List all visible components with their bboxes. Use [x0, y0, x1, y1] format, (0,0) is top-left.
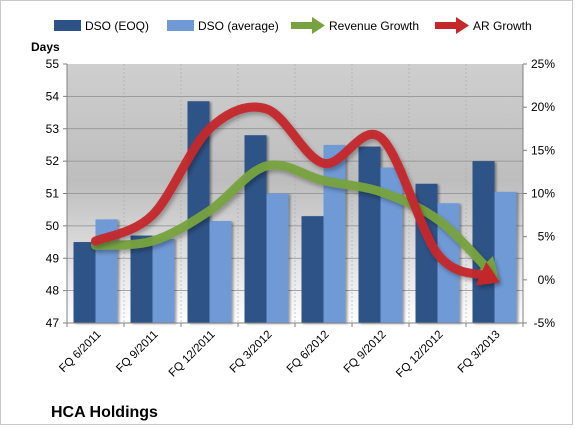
legend-label-dso-average: DSO (average): [198, 19, 279, 33]
y-axis-title: Days: [31, 40, 60, 54]
y-tick-label: 51: [46, 187, 60, 201]
y-tick-label: 52: [46, 154, 60, 168]
legend-swatch-dso-average: [167, 20, 194, 31]
y2-tick-label: 20%: [531, 100, 555, 114]
line-arrowhead: [475, 262, 500, 286]
bar-dso-eoq: [73, 242, 96, 323]
y-tick-label: 48: [46, 284, 60, 298]
y2-tick-label: 0%: [538, 273, 556, 287]
legend-label-ar-growth: AR Growth: [473, 19, 532, 33]
line-path: [91, 102, 491, 281]
y-tick-label: 49: [46, 251, 60, 265]
legend-arrow-ar-growth: [435, 17, 469, 34]
x-tick-label: FQ 9/2011: [114, 329, 160, 375]
bar-dso-eoq: [301, 216, 324, 323]
line-ar-growth: [91, 102, 500, 286]
y-tick-label: 55: [46, 57, 60, 71]
y-tick-label: 47: [46, 316, 60, 330]
legend-arrow-revenue-growth: [291, 17, 325, 34]
bar-dso-eoq: [358, 146, 381, 323]
bar-dso-average: [266, 193, 289, 323]
line-path: [91, 160, 493, 274]
bar-dso-average: [494, 191, 517, 323]
legend-swatch-dso-eoq: [54, 20, 81, 31]
x-tick-label: FQ 9/2012: [342, 329, 389, 376]
bar-dso-average: [323, 144, 346, 323]
y2-tick-label: 10%: [531, 187, 555, 201]
bar-dso-eoq: [244, 135, 267, 323]
legend: DSO (EOQ) DSO (average) Revenue Growth A…: [54, 17, 532, 34]
x-tick-label: FQ 6/2011: [57, 329, 103, 375]
bar-dso-average: [152, 238, 175, 323]
legend-label-revenue-growth: Revenue Growth: [329, 19, 419, 33]
company-title: HCA Holdings: [51, 404, 158, 421]
bar-dso-average: [209, 221, 232, 323]
y2-tick-label: -5%: [534, 316, 556, 330]
bar-dso-average: [380, 167, 403, 323]
y-tick-label: 54: [46, 89, 60, 103]
line-series: [91, 102, 500, 286]
bar-dso-eoq: [130, 235, 153, 323]
x-tick-label: FQ 6/2012: [285, 329, 332, 376]
y2-tick-label: 15%: [531, 143, 555, 157]
y-tick-label: 50: [46, 219, 60, 233]
bar-dso-eoq: [472, 161, 495, 323]
y-tick-label: 53: [46, 122, 60, 136]
y2-tick-label: 25%: [531, 57, 555, 71]
y2-tick-label: 5%: [538, 230, 556, 244]
x-tick-label: FQ 12/2012: [394, 329, 445, 380]
x-tick-label: FQ 3/2013: [456, 329, 503, 376]
x-tick-label: FQ 12/2011: [167, 329, 218, 380]
x-tick-label: FQ 3/2012: [228, 329, 275, 376]
legend-label-dso-eoq: DSO (EOQ): [85, 19, 149, 33]
